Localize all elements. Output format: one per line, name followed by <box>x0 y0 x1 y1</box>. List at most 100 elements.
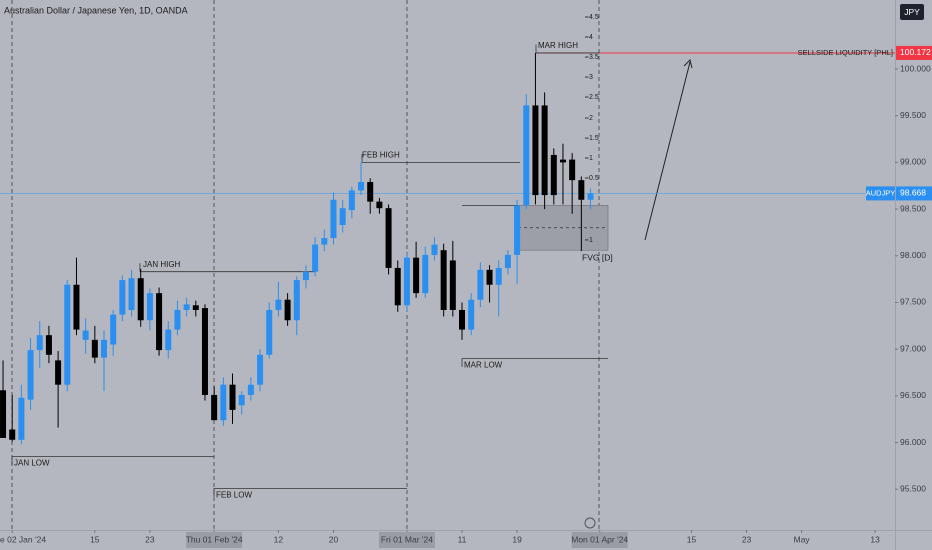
level-label: FEB LOW <box>216 490 252 499</box>
candle-body <box>385 208 392 268</box>
candle-body <box>174 309 181 330</box>
candle-body <box>201 308 208 395</box>
candle-body <box>413 257 420 294</box>
candle-body <box>358 182 365 191</box>
candle-body <box>91 339 98 358</box>
candle-body <box>183 304 190 310</box>
x-tick-box <box>186 532 243 548</box>
liquidity-label: SELLSIDE LIQUIDITY [PHL] <box>798 48 893 57</box>
candle-body <box>532 105 539 196</box>
candle-body <box>247 384 254 395</box>
level-label: MAR LOW <box>464 361 503 370</box>
candle-body <box>293 280 300 321</box>
candle-body <box>110 314 117 345</box>
x-tick-label: Thu 01 Feb '24 <box>186 534 243 544</box>
candle-body <box>312 244 319 272</box>
candle-body <box>550 154 557 196</box>
std-level-label: 4 <box>589 34 593 41</box>
candle-body <box>569 159 576 181</box>
x-tick-label: 15 <box>90 534 100 544</box>
session-separators <box>11 0 600 530</box>
candle-body <box>587 193 594 200</box>
candle-body <box>559 159 566 163</box>
y-tick-label: 98.500 <box>900 203 926 213</box>
candle-body <box>376 201 383 209</box>
std-level-label: 1.5 <box>589 135 599 142</box>
candle-body <box>266 309 273 355</box>
liquidity-price: 100.172 <box>900 47 931 57</box>
candle-body <box>18 397 25 440</box>
candle-body <box>156 293 163 351</box>
x-tick-label: 20 <box>329 534 339 544</box>
y-tick-label: 99.000 <box>900 157 926 167</box>
candle-body <box>449 260 456 310</box>
candle-body <box>468 299 475 330</box>
candle-body <box>220 384 227 421</box>
candle-body <box>73 284 80 330</box>
last-price-label: 98.668 <box>900 188 926 198</box>
symbol-label: AUDJPY <box>866 188 896 197</box>
candle-body <box>578 180 585 200</box>
candle-body <box>64 284 71 385</box>
candle-body <box>165 329 172 351</box>
candle-body <box>394 267 401 306</box>
candle-body <box>0 390 7 438</box>
x-tick-label: Fri 01 Mar '24 <box>381 534 433 544</box>
y-tick-label: 96.000 <box>900 437 926 447</box>
candle-body <box>9 429 16 440</box>
candle-body <box>339 208 346 225</box>
x-tick-label: Mon 01 Apr '24 <box>571 534 628 544</box>
candle-body <box>367 182 374 202</box>
candle-body <box>45 335 52 355</box>
fvg-label: FVG [D] <box>582 252 613 262</box>
std-level-label: 2.5 <box>589 94 599 101</box>
symbol-box <box>866 186 895 201</box>
candle-body <box>101 339 108 358</box>
std-level-label: 3 <box>589 74 593 81</box>
candle-body <box>431 244 438 255</box>
x-tick-label: 23 <box>145 534 155 544</box>
level-label: JAN HIGH <box>143 260 181 269</box>
candle-body <box>128 278 135 310</box>
candle-body <box>541 105 548 196</box>
y-tick-label: 97.000 <box>900 343 926 353</box>
candle-body <box>440 250 447 310</box>
candle-body <box>238 394 245 406</box>
candle-body <box>495 267 502 285</box>
candle-body <box>523 105 530 206</box>
currency[interactable]: JPY <box>904 7 920 17</box>
std-level-label: 4.5 <box>589 14 599 21</box>
candle-body <box>82 330 89 340</box>
std-level-label: 1 <box>589 155 593 162</box>
y-tick-label: 96.500 <box>900 390 926 400</box>
level-label: JAN LOW <box>14 459 50 468</box>
last-price-box <box>896 186 932 201</box>
event-icon <box>584 517 596 529</box>
x-tick-label: 12 <box>274 534 284 544</box>
x-tick-box <box>571 532 628 548</box>
y-tick-label: 97.500 <box>900 297 926 307</box>
candle-body <box>284 299 291 321</box>
liquidity-price-box <box>896 45 932 60</box>
currency-box[interactable] <box>900 4 924 20</box>
candle-body <box>257 354 264 385</box>
candle-body <box>403 257 410 306</box>
candle-body <box>321 238 328 245</box>
candle-body <box>211 394 218 421</box>
y-tick-label: 95.500 <box>900 484 926 494</box>
candle-body <box>477 269 484 300</box>
x-tick-label: 23 <box>742 534 752 544</box>
x-tick-box <box>378 532 435 548</box>
std-level-label: 1 <box>589 237 593 244</box>
y-tick-label: 99.500 <box>900 110 926 120</box>
x-tick-label: 11 <box>458 534 467 544</box>
candle-body <box>422 254 429 294</box>
x-tick-label: 19 <box>512 534 522 544</box>
level-label: MAR HIGH <box>538 41 578 50</box>
x-tick-label: e 02 Jan '24 <box>0 534 46 544</box>
candle-body <box>348 190 355 211</box>
candle-body <box>486 269 493 285</box>
candle-body <box>36 335 43 351</box>
